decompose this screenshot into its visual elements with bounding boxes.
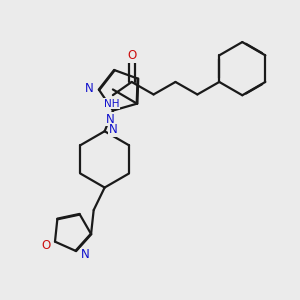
Text: N: N bbox=[109, 123, 118, 136]
Text: O: O bbox=[41, 239, 50, 252]
Text: N: N bbox=[85, 82, 94, 95]
Text: N: N bbox=[81, 248, 90, 261]
Text: NH: NH bbox=[103, 99, 119, 109]
Text: O: O bbox=[127, 50, 136, 62]
Text: N: N bbox=[106, 113, 114, 126]
